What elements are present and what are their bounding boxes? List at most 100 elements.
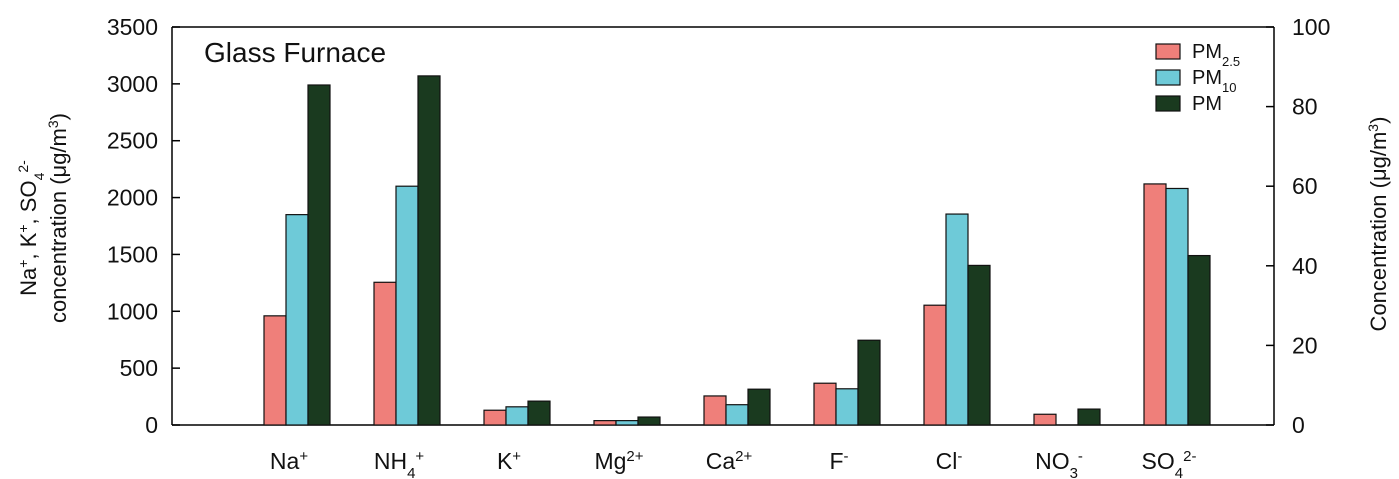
right-axis-title-part-2: ) xyxy=(1366,117,1391,124)
left-axis-title-line-2-part-0: concentration (μg/m xyxy=(46,128,71,323)
bar-7-2 xyxy=(1077,408,1101,426)
right-axis-ticks: 0 20 40 60 80 100 xyxy=(1266,14,1330,438)
plot-frame xyxy=(171,26,1275,426)
legend-swatch-2 xyxy=(1155,95,1181,112)
right-tick-label-4: 80 xyxy=(1292,94,1318,120)
bar-2-1 xyxy=(505,406,529,426)
legend-label-0-part-1: 2.5 xyxy=(1222,54,1240,69)
bar-3-0 xyxy=(593,420,617,426)
legend-swatch-0 xyxy=(1155,43,1181,60)
category-label-8-part-1: 4 xyxy=(1175,465,1183,479)
bar-0-2 xyxy=(307,84,331,426)
category-label-0-part-0: Na xyxy=(270,448,300,474)
category-label-8-part-0: SO xyxy=(1142,448,1175,474)
left-axis-title-line-1-part-5: 4 xyxy=(31,172,47,180)
bar-1-2 xyxy=(417,75,441,426)
category-label-6-part-1: - xyxy=(957,448,962,465)
right-axis-title-part-0: Concentration (μg/m xyxy=(1366,132,1391,332)
left-axis-title-line-1-part-0: Na xyxy=(16,267,41,296)
category-label-2-part-1: + xyxy=(512,448,521,465)
legend-label-1: PM10 xyxy=(1192,67,1236,95)
legend-label-2-part-0: PM xyxy=(1192,93,1222,115)
category-label-0: Na+ xyxy=(270,448,308,475)
category-label-1-part-0: NH xyxy=(374,448,407,474)
right-axis-title: Concentration (μg/m3) xyxy=(1365,117,1391,332)
bar-3-2 xyxy=(637,416,661,426)
axis-titles: Na+, K+, SO42- concentration (μg/m3)Conce… xyxy=(15,113,1391,331)
category-label-7-part-2: - xyxy=(1078,448,1083,465)
category-label-3-part-1: 2+ xyxy=(626,448,643,465)
left-tick-label-1: 500 xyxy=(120,355,158,381)
left-axis-title-line-1-part-6: 2- xyxy=(15,160,31,173)
bar-4-2 xyxy=(747,388,771,426)
category-label-6-part-0: Cl xyxy=(936,448,958,474)
chart-title: Glass Furnace xyxy=(204,37,386,68)
left-axis-title-line-1-part-4: , SO xyxy=(16,180,41,224)
left-axis-title-line-2-part-1: 3 xyxy=(45,120,61,128)
left-tick-label-3: 1500 xyxy=(107,241,158,267)
bar-3-1 xyxy=(615,420,639,426)
legend-label-1-part-0: PM xyxy=(1192,67,1222,89)
bar-6-2 xyxy=(967,264,991,426)
left-axis-title-line-1-part-1: + xyxy=(15,260,31,268)
bar-2-2 xyxy=(527,400,551,426)
legend-label-0: PM2.5 xyxy=(1192,41,1240,69)
category-label-5-part-0: F xyxy=(829,448,843,474)
bar-0-0 xyxy=(263,315,287,426)
category-label-3-part-0: Mg xyxy=(594,448,626,474)
bar-5-1 xyxy=(835,388,859,426)
left-tick-label-0: 0 xyxy=(145,412,158,438)
category-label-2-part-0: K xyxy=(497,448,513,474)
left-axis-title-line-1: Na+, K+, SO42- xyxy=(15,160,47,296)
category-label-4: Ca2+ xyxy=(706,448,753,475)
left-axis-title-line-2: concentration (μg/m3) xyxy=(45,113,71,323)
legend-label-2: PM xyxy=(1192,93,1222,115)
category-label-0-part-1: + xyxy=(299,448,308,465)
left-tick-label-2: 1000 xyxy=(107,298,158,324)
category-label-7-part-1: 3 xyxy=(1070,465,1078,479)
right-tick-label-3: 60 xyxy=(1292,173,1318,199)
bar-8-0 xyxy=(1143,183,1167,426)
legend-swatch-1 xyxy=(1155,69,1181,86)
right-tick-label-0: 0 xyxy=(1292,412,1305,438)
left-axis-title-line-1-part-3: + xyxy=(15,224,31,232)
category-label-1-part-2: + xyxy=(415,448,424,465)
category-label-8: SO42- xyxy=(1142,448,1197,479)
left-tick-label-7: 3500 xyxy=(107,14,158,40)
category-labels: Na+ NH4+ K+ Mg2+ Ca2+ F- Cl- NO3- SO42- xyxy=(270,448,1197,479)
left-tick-label-5: 2500 xyxy=(107,128,158,154)
category-label-2: K+ xyxy=(497,448,521,475)
category-label-3: Mg2+ xyxy=(594,448,643,475)
category-label-4-part-1: 2+ xyxy=(735,448,752,465)
category-label-4-part-0: Ca xyxy=(706,448,736,474)
left-tick-label-6: 3000 xyxy=(107,71,158,97)
bar-1-0 xyxy=(373,281,397,426)
bar-5-2 xyxy=(857,339,881,426)
bar-8-1 xyxy=(1165,187,1189,426)
bar-6-1 xyxy=(945,213,969,426)
category-label-7-part-0: NO xyxy=(1035,448,1070,474)
right-tick-label-2: 40 xyxy=(1292,253,1318,279)
left-axis-title-line-1-part-2: , K xyxy=(16,232,41,259)
right-tick-label-5: 100 xyxy=(1292,14,1330,40)
right-tick-label-1: 20 xyxy=(1292,332,1318,358)
category-label-1-part-1: 4 xyxy=(407,465,415,479)
bar-5-0 xyxy=(813,382,837,426)
left-axis-title-line-2-part-2: ) xyxy=(46,113,71,120)
bar-8-2 xyxy=(1187,254,1211,426)
right-axis-title-part-1: 3 xyxy=(1365,124,1381,132)
bar-4-1 xyxy=(725,404,749,426)
legend-label-0-part-0: PM xyxy=(1192,41,1222,63)
bars xyxy=(263,75,1211,426)
bar-4-0 xyxy=(703,395,727,426)
category-label-5: F- xyxy=(829,448,848,475)
category-label-5-part-1: - xyxy=(844,448,849,465)
legend-label-1-part-1: 10 xyxy=(1222,80,1236,95)
bar-2-0 xyxy=(483,409,507,426)
left-tick-label-4: 2000 xyxy=(107,185,158,211)
left-axis-ticks: 0 500 1000 1500 2000 2500 3000 3500 xyxy=(107,14,180,438)
bar-1-1 xyxy=(395,185,419,426)
